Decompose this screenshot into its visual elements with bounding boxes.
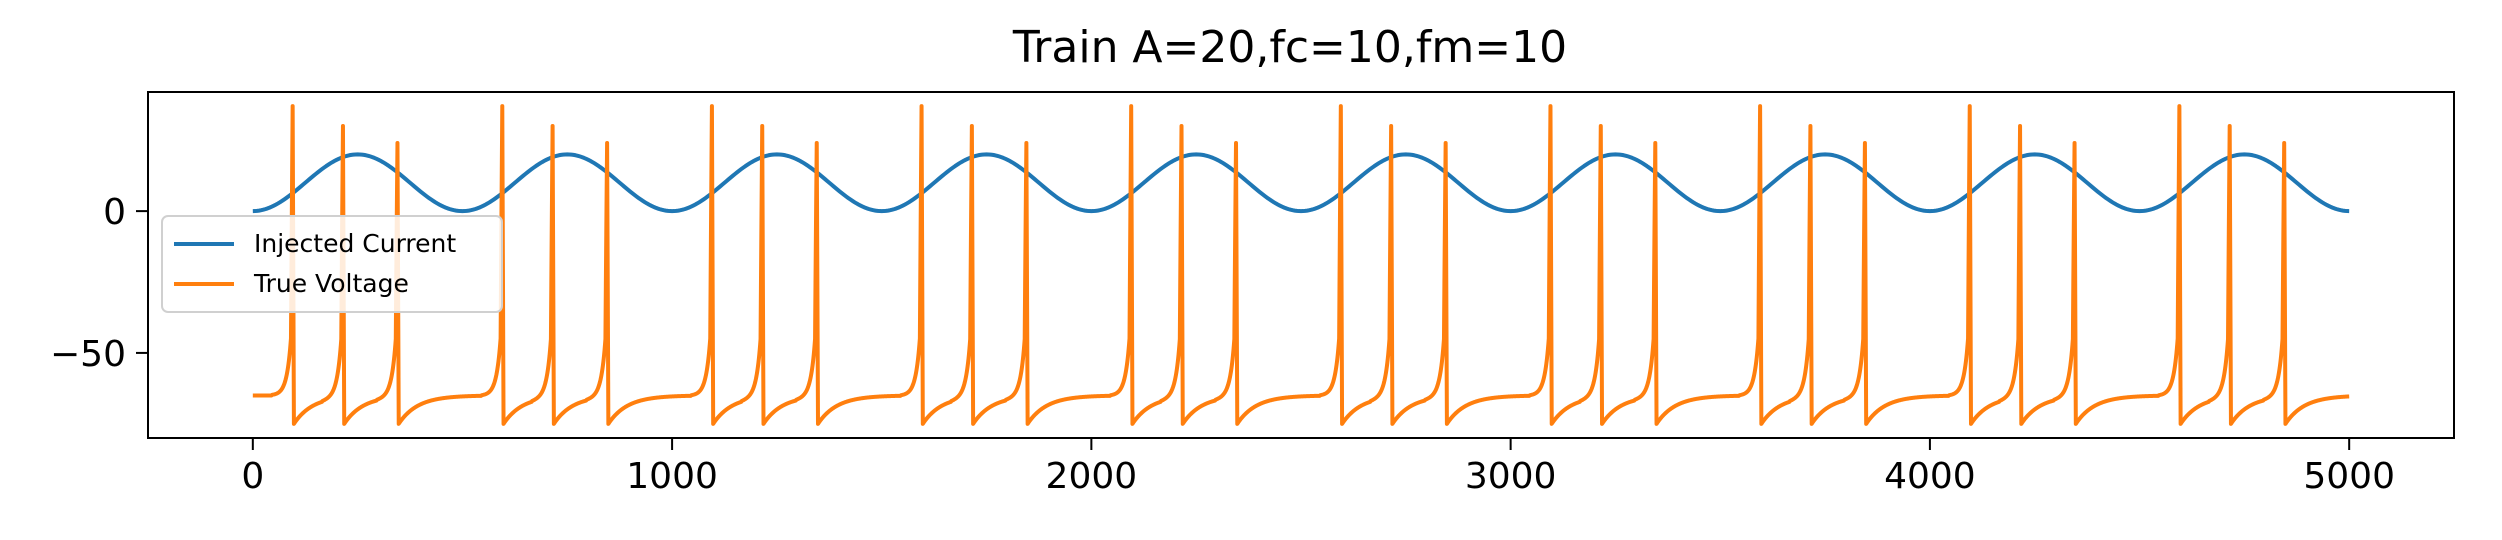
y-tick-label: −50	[50, 334, 126, 375]
plot-area: 0 1000 2000 3000 4000 5000 0 −50	[50, 91, 2455, 497]
y-tick-label: 0	[103, 192, 126, 233]
x-tick-label: 2000	[1046, 456, 1138, 497]
legend: Injected Current True Voltage	[161, 215, 503, 313]
x-tick-label: 1000	[626, 456, 718, 497]
y-axis: 0 −50	[50, 192, 148, 375]
series-injected-current-line	[252, 152, 2350, 214]
legend-label-injected-current: Injected Current	[254, 229, 456, 258]
series-true-voltage-line	[251, 104, 2351, 426]
x-tick-label: 3000	[1465, 456, 1557, 497]
x-tick-label: 0	[241, 456, 264, 497]
x-tick-label: 4000	[1884, 456, 1976, 497]
legend-label-true-voltage: True Voltage	[253, 269, 409, 298]
x-axis: 0 1000 2000 3000 4000 5000	[241, 438, 2395, 497]
chart-title: Train A=20,fc=10,fm=10	[1012, 22, 1567, 73]
legend-box	[161, 215, 503, 313]
x-tick-label: 5000	[2303, 456, 2395, 497]
plot-frame	[147, 91, 2455, 439]
